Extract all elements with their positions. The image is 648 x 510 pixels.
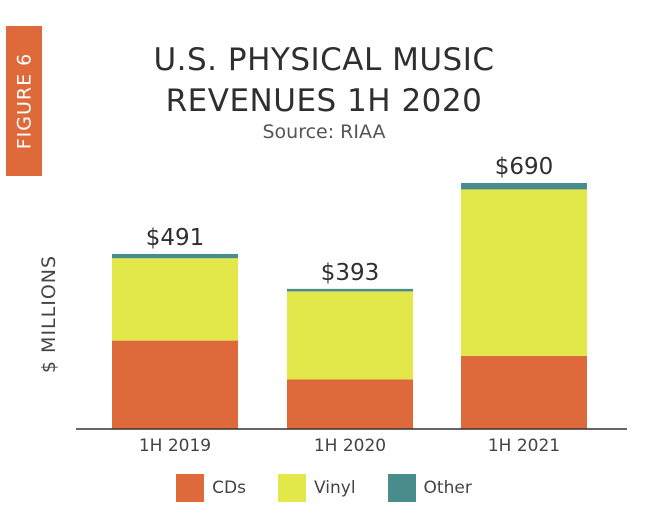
legend-swatch-vinyl: [278, 474, 306, 502]
bar-total-label-3: $690: [495, 154, 554, 180]
bar-vinyl-3: [461, 189, 587, 356]
legend-item-other: Other: [387, 474, 472, 502]
x-tick-label-2: 1H 2020: [314, 436, 386, 456]
bar-other-3: [461, 183, 587, 190]
bar-other-1: [112, 253, 238, 259]
x-tick-label-3: 1H 2021: [488, 436, 560, 456]
legend-item-cds: CDs: [176, 474, 246, 502]
bar-cds-2: [287, 379, 413, 429]
chart-title-line-1: U.S. PHYSICAL MUSIC: [153, 42, 495, 78]
bar-total-label-1: $491: [146, 225, 205, 251]
legend-swatch-cds: [176, 474, 205, 502]
figure-label-tab: FIGURE 6: [6, 26, 42, 176]
legend-label-cds: CDs: [212, 478, 246, 498]
chart-title: U.S. PHYSICAL MUSIC REVENUES 1H 2020: [0, 40, 648, 122]
bar-vinyl-1: [112, 258, 238, 341]
bar-other-2: [287, 288, 413, 292]
legend-label-other: Other: [423, 478, 472, 498]
legend-swatch-other: [387, 474, 416, 502]
bar-cds-1: [112, 340, 238, 429]
chart-title-line-2: REVENUES 1H 2020: [165, 83, 483, 119]
bar-total-label-2: $393: [321, 260, 380, 286]
bar-cds-3: [461, 355, 587, 429]
chart-subtitle: Source: RIAA: [262, 121, 386, 143]
bar-vinyl-2: [287, 291, 413, 380]
x-tick-label-1: 1H 2019: [139, 436, 211, 456]
legend-label-vinyl: Vinyl: [314, 478, 356, 498]
legend: CDs Vinyl Other: [0, 474, 648, 502]
legend-item-vinyl: Vinyl: [278, 474, 356, 502]
